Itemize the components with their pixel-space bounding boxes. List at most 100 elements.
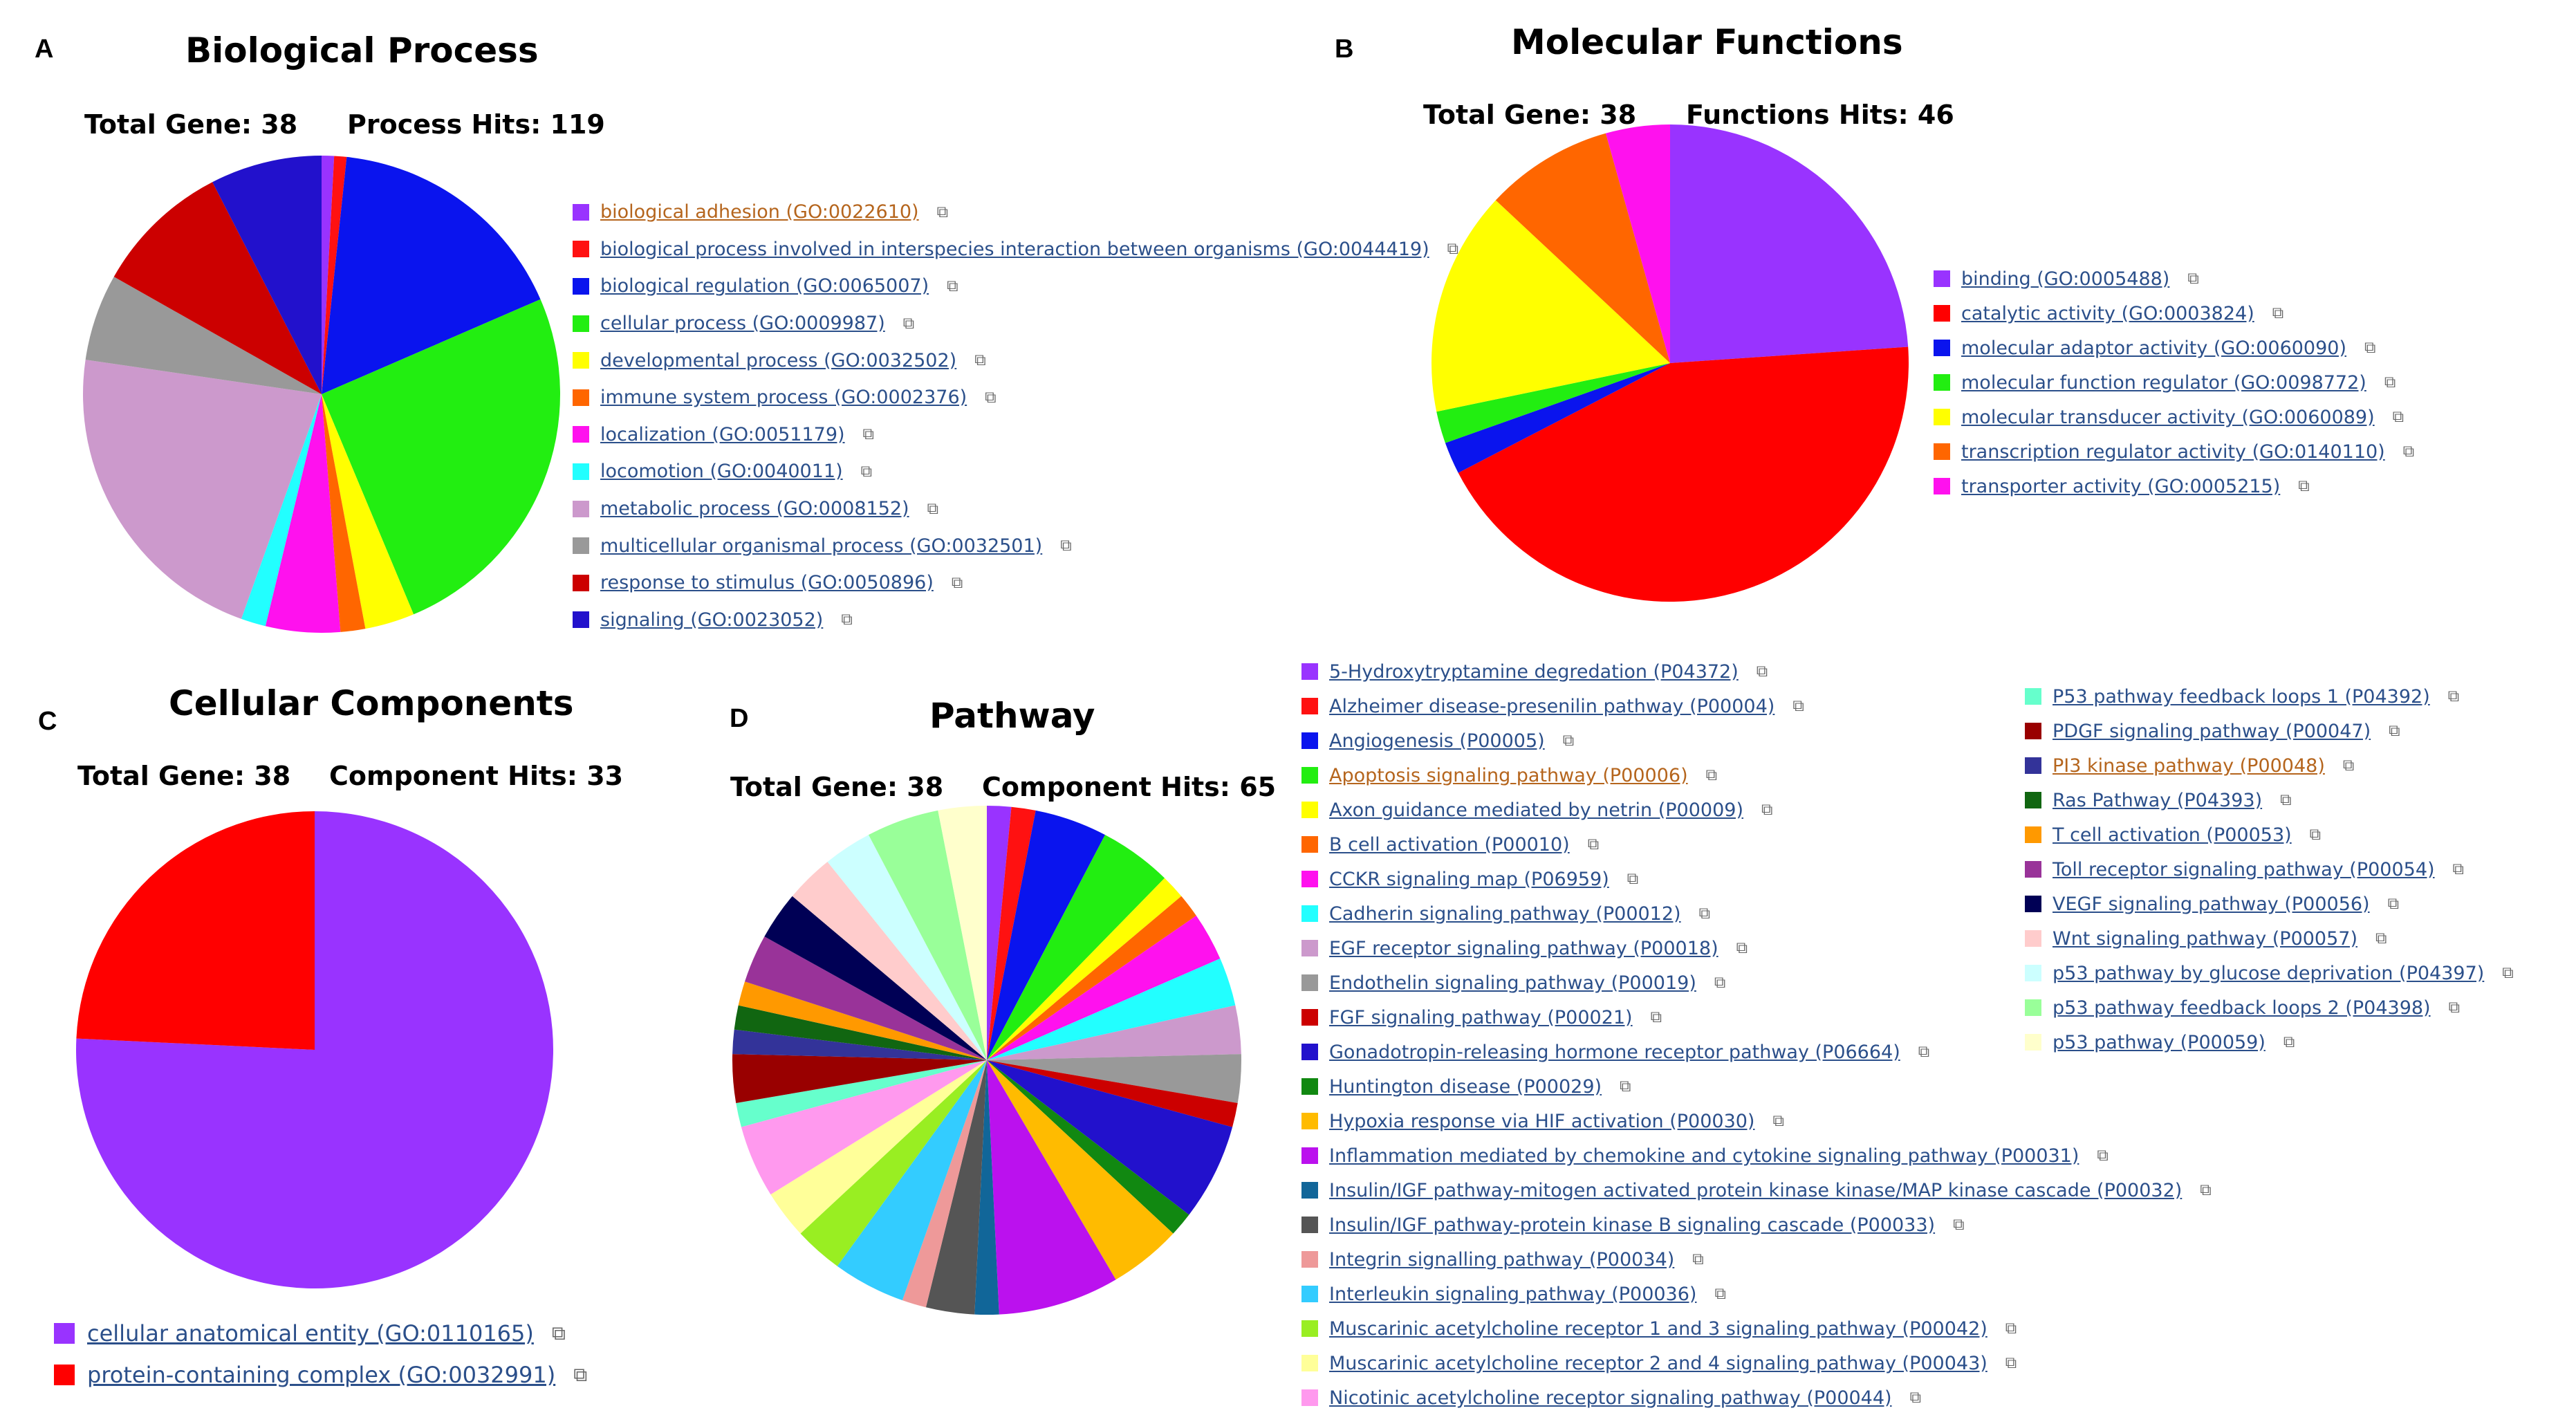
external-link-icon[interactable]: ⧉: [1650, 1008, 1662, 1026]
external-link-icon[interactable]: ⧉: [2387, 895, 2400, 913]
external-link-icon[interactable]: ⧉: [1627, 870, 1639, 888]
legend-item[interactable]: CCKR signaling map (P06959) ⧉: [1301, 862, 1638, 896]
legend-item[interactable]: PI3 kinase pathway (P00048) ⧉: [2025, 748, 2354, 783]
legend-link[interactable]: locomotion (GO:0040011): [600, 461, 843, 483]
legend-item[interactable]: Inflammation mediated by chemokine and c…: [1301, 1138, 2109, 1173]
pie-slice-d-interleukin-signaling-pathway[interactable]: [837, 1060, 987, 1301]
legend-link[interactable]: localization (GO:0051179): [600, 423, 845, 445]
legend-link[interactable]: Huntington disease (P00029): [1329, 1075, 1602, 1098]
external-link-icon[interactable]: ⧉: [2272, 304, 2284, 322]
external-link-icon[interactable]: ⧉: [936, 203, 949, 221]
pie-slice-a-immune-system-process[interactable]: [322, 394, 366, 632]
pie-slice-a-developmental-process[interactable]: [322, 394, 414, 629]
external-link-icon[interactable]: ⧉: [2392, 408, 2404, 426]
external-link-icon[interactable]: ⧉: [1714, 1285, 1726, 1303]
legend-item[interactable]: Interleukin signaling pathway (P00036) ⧉: [1301, 1277, 1726, 1311]
external-link-icon[interactable]: ⧉: [2097, 1147, 2109, 1165]
legend-item[interactable]: binding (GO:0005488) ⧉: [1934, 261, 2199, 296]
legend-link[interactable]: immune system process (GO:0002376): [600, 387, 967, 409]
legend-link[interactable]: response to stimulus (GO:0050896): [600, 572, 934, 594]
legend-item[interactable]: catalytic activity (GO:0003824) ⧉: [1934, 296, 2283, 331]
legend-link[interactable]: Insulin/IGF pathway-mitogen activated pr…: [1329, 1179, 2183, 1201]
legend-link[interactable]: p53 pathway by glucose deprivation (P043…: [2053, 962, 2485, 984]
external-link-icon[interactable]: ⧉: [2280, 791, 2292, 809]
pie-slice-d-hypoxia-response-via-hif-activation[interactable]: [987, 1060, 1174, 1280]
pie-slice-c-protein-containing-complex[interactable]: [76, 811, 315, 1050]
external-link-icon[interactable]: ⧉: [927, 499, 939, 518]
external-link-icon[interactable]: ⧉: [2342, 757, 2355, 775]
legend-item[interactable]: Apoptosis signaling pathway (P00006) ⧉: [1301, 758, 1717, 793]
pie-slice-d-t-cell-activation[interactable]: [738, 981, 987, 1060]
legend-link[interactable]: Toll receptor signaling pathway (P00054): [2053, 858, 2435, 880]
pie-slice-d-angiogenesis[interactable]: [987, 810, 1106, 1060]
legend-link[interactable]: signaling (GO:0023052): [600, 609, 824, 631]
pie-slice-d-endothelin-signaling-pathway[interactable]: [987, 1054, 1241, 1103]
pie-slice-a-biological-adhesion[interactable]: [322, 156, 335, 394]
external-link-icon[interactable]: ⧉: [947, 277, 958, 295]
pie-slice-d-fgf-signaling-pathway[interactable]: [987, 1060, 1238, 1127]
legend-item[interactable]: Nicotinic acetylcholine receptor signali…: [1301, 1380, 1921, 1415]
legend-link[interactable]: Insulin/IGF pathway-protein kinase B sig…: [1329, 1214, 1936, 1236]
pie-slice-d-pi3-kinase-pathway[interactable]: [732, 1029, 987, 1060]
pie-slice-b-transcription-regulator-activity[interactable]: [1495, 133, 1670, 364]
external-link-icon[interactable]: ⧉: [1772, 1112, 1784, 1130]
external-link-icon[interactable]: ⧉: [1953, 1216, 1965, 1234]
legend-item[interactable]: EGF receptor signaling pathway (P00018) ⧉: [1301, 931, 1748, 965]
legend-link[interactable]: metabolic process (GO:0008152): [600, 498, 909, 520]
external-link-icon[interactable]: ⧉: [2448, 999, 2461, 1017]
legend-link[interactable]: multicellular organismal process (GO:003…: [600, 535, 1043, 557]
legend-link[interactable]: Hypoxia response via HIF activation (P00…: [1329, 1110, 1755, 1132]
legend-link[interactable]: Nicotinic acetylcholine receptor signali…: [1329, 1387, 1892, 1409]
pie-slice-d-wnt-signaling-pathway[interactable]: [792, 862, 987, 1060]
external-link-icon[interactable]: ⧉: [2309, 826, 2322, 844]
pie-slice-d-p53-pathway-feedback-loops-2[interactable]: [868, 810, 987, 1060]
legend-link[interactable]: Apoptosis signaling pathway (P00006): [1329, 764, 1688, 786]
legend-link[interactable]: p53 pathway (P00059): [2053, 1031, 2265, 1053]
pie-slice-d-insulin-igf-pathway-protein-kinase-b-signaling-cascade[interactable]: [925, 1060, 987, 1315]
pie-slice-d-nicotinic-acetylcholine-receptor-signaling-pathway[interactable]: [741, 1060, 987, 1195]
legend-item[interactable]: FGF signaling pathway (P00021) ⧉: [1301, 1000, 1662, 1035]
legend-link[interactable]: transcription regulator activity (GO:014…: [1961, 441, 2385, 463]
legend-item[interactable]: p53 pathway (P00059) ⧉: [2025, 1025, 2295, 1060]
pie-slice-d-gonadotropin-releasing-hormone-receptor-pathway[interactable]: [987, 1060, 1233, 1215]
legend-item[interactable]: multicellular organismal process (GO:003…: [573, 527, 1072, 564]
external-link-icon[interactable]: ⧉: [2298, 477, 2310, 495]
pie-slice-a-cellular-process[interactable]: [322, 299, 561, 615]
pie-slice-b-molecular-adaptor-activity[interactable]: [1445, 363, 1670, 473]
pie-slice-a-biological-regulation[interactable]: [322, 156, 541, 395]
legend-item[interactable]: Gonadotropin-releasing hormone receptor …: [1301, 1035, 1929, 1069]
legend-link[interactable]: VEGF signaling pathway (P00056): [2053, 893, 2370, 915]
external-link-icon[interactable]: ⧉: [841, 611, 853, 629]
legend-link[interactable]: Muscarinic acetylcholine receptor 2 and …: [1329, 1352, 1987, 1374]
legend-item[interactable]: biological process involved in interspec…: [573, 231, 1458, 268]
external-link-icon[interactable]: ⧉: [2364, 339, 2376, 357]
legend-item[interactable]: VEGF signaling pathway (P00056) ⧉: [2025, 887, 2399, 921]
legend-link[interactable]: Interleukin signaling pathway (P00036): [1329, 1283, 1697, 1305]
external-link-icon[interactable]: ⧉: [2452, 860, 2464, 878]
pie-slice-d-p53-pathway-by-glucose-deprivation[interactable]: [827, 835, 987, 1060]
external-link-icon[interactable]: ⧉: [1761, 801, 1773, 819]
legend-item[interactable]: Hypoxia response via HIF activation (P00…: [1301, 1104, 1784, 1138]
legend-link[interactable]: 5-Hydroxytryptamine degredation (P04372): [1329, 660, 1739, 683]
external-link-icon[interactable]: ⧉: [2187, 270, 2199, 288]
legend-link[interactable]: CCKR signaling map (P06959): [1329, 868, 1609, 890]
legend-link[interactable]: biological regulation (GO:0065007): [600, 275, 929, 297]
external-link-icon[interactable]: ⧉: [2402, 443, 2415, 461]
pie-slice-d-integrin-signalling-pathway[interactable]: [902, 1060, 987, 1308]
pie-slice-d-5-hydroxytryptamine-degredation[interactable]: [987, 806, 1012, 1060]
legend-item[interactable]: immune system process (GO:0002376) ⧉: [573, 379, 997, 416]
pie-slice-d-pdgf-signaling-pathway[interactable]: [732, 1054, 987, 1103]
pie-slice-d-huntington-disease[interactable]: [987, 1060, 1189, 1234]
legend-link[interactable]: Inflammation mediated by chemokine and c…: [1329, 1145, 2079, 1167]
legend-link[interactable]: EGF receptor signaling pathway (P00018): [1329, 937, 1718, 959]
legend-link[interactable]: transporter activity (GO:0005215): [1961, 475, 2281, 497]
legend-item[interactable]: B cell activation (P00010) ⧉: [1301, 827, 1599, 862]
legend-item[interactable]: 5-Hydroxytryptamine degredation (P04372)…: [1301, 654, 1768, 689]
legend-item[interactable]: signaling (GO:0023052) ⧉: [573, 602, 853, 639]
pie-slice-b-molecular-function-regulator[interactable]: [1436, 363, 1670, 443]
legend-link[interactable]: Muscarinic acetylcholine receptor 1 and …: [1329, 1317, 1987, 1340]
pie-slice-b-catalytic-activity[interactable]: [1458, 346, 1909, 602]
external-link-icon[interactable]: ⧉: [1918, 1043, 1930, 1061]
legend-item[interactable]: T cell activation (P00053) ⧉: [2025, 817, 2321, 852]
legend-item[interactable]: Axon guidance mediated by netrin (P00009…: [1301, 793, 1772, 827]
